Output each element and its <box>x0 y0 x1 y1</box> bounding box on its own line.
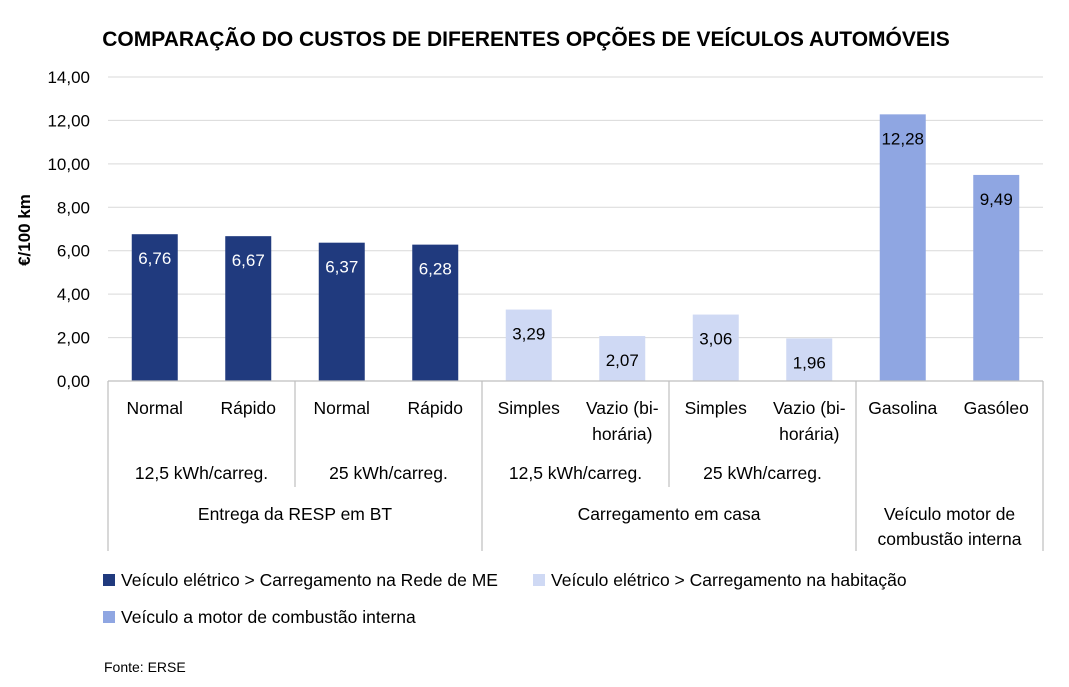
y-axis-ticks: 0,00 2,00 4,00 6,00 8,00 10,00 12,00 14,00 <box>47 68 90 391</box>
y-tick-label: 8,00 <box>57 198 90 217</box>
bar-value-label: 9,49 <box>980 190 1013 209</box>
bar-value-label: 3,29 <box>512 325 545 344</box>
x-category-label: Rápido <box>408 398 463 418</box>
legend-label: Veículo a motor de combustão interna <box>121 607 416 627</box>
x-category-label: horária) <box>592 424 652 444</box>
x-category-label: Normal <box>127 398 183 418</box>
y-tick-label: 12,00 <box>47 111 90 130</box>
y-tick-label: 14,00 <box>47 68 90 87</box>
bar-value-label: 3,06 <box>699 330 732 349</box>
y-tick-label: 10,00 <box>47 155 90 174</box>
bar-value-label: 1,96 <box>793 353 826 372</box>
bar <box>692 314 739 381</box>
bar <box>599 336 646 381</box>
bar-value-label: 6,76 <box>138 249 171 268</box>
legend-swatch <box>103 574 115 586</box>
bars: 6,76 6,67 6,37 6,28 3,29 2,07 3,06 1,96 12,28 9,4… <box>131 114 1020 381</box>
bar-value-label: 6,28 <box>419 260 452 279</box>
x-category-label: Gasóleo <box>964 398 1029 418</box>
bar-value-label: 2,07 <box>606 351 639 370</box>
y-tick-label: 6,00 <box>57 242 90 261</box>
x-subgroup-label: 25 kWh/carreg. <box>703 463 822 483</box>
x-group-label: Veículo motor de <box>884 504 1015 524</box>
legend-label: Veículo elétrico > Carregamento na Rede … <box>121 570 498 590</box>
bar <box>131 234 178 381</box>
y-tick-label: 2,00 <box>57 329 90 348</box>
bar <box>412 244 459 381</box>
source-note: Fonte: ERSE <box>104 659 186 675</box>
chart-title: COMPARAÇÃO DO CUSTOS DE DIFERENTES OPÇÕE… <box>102 27 950 51</box>
bar-value-label: 6,37 <box>325 258 358 277</box>
x-subgroup-label: 12,5 kWh/carreg. <box>135 463 268 483</box>
bar <box>505 309 552 381</box>
x-group-label: combustão interna <box>878 529 1022 549</box>
x-category-label: Rápido <box>221 398 276 418</box>
x-group-label: Carregamento em casa <box>578 504 761 524</box>
legend-swatch <box>533 574 545 586</box>
y-tick-label: 4,00 <box>57 285 90 304</box>
x-category-label: Simples <box>685 398 747 418</box>
x-category-label: Vazio (bi- <box>773 398 846 418</box>
bar <box>318 242 365 381</box>
legend: Veículo elétrico > Carregamento na Rede … <box>103 570 907 627</box>
bar <box>973 174 1020 381</box>
bar <box>225 236 272 381</box>
x-category-label: Vazio (bi- <box>586 398 659 418</box>
bar-value-label: 12,28 <box>881 129 924 148</box>
x-category-label: Gasolina <box>868 398 937 418</box>
y-tick-label: 0,00 <box>57 372 90 391</box>
bar <box>879 114 926 381</box>
y-axis-label: €/100 km <box>15 194 34 266</box>
x-group-label: Entrega da RESP em BT <box>198 504 393 524</box>
x-axis: Normal Rápido Normal Rápido Simples Vazio (bi… <box>107 380 1044 551</box>
x-subgroup-label: 12,5 kWh/carreg. <box>509 463 642 483</box>
legend-label: Veículo elétrico > Carregamento na habit… <box>551 570 907 590</box>
bar <box>786 338 833 381</box>
bar-value-label: 6,67 <box>232 251 265 270</box>
x-subgroup-label: 25 kWh/carreg. <box>329 463 448 483</box>
x-category-label: Simples <box>498 398 560 418</box>
x-category-label: horária) <box>779 424 839 444</box>
legend-swatch <box>103 611 115 623</box>
x-category-label: Normal <box>314 398 370 418</box>
